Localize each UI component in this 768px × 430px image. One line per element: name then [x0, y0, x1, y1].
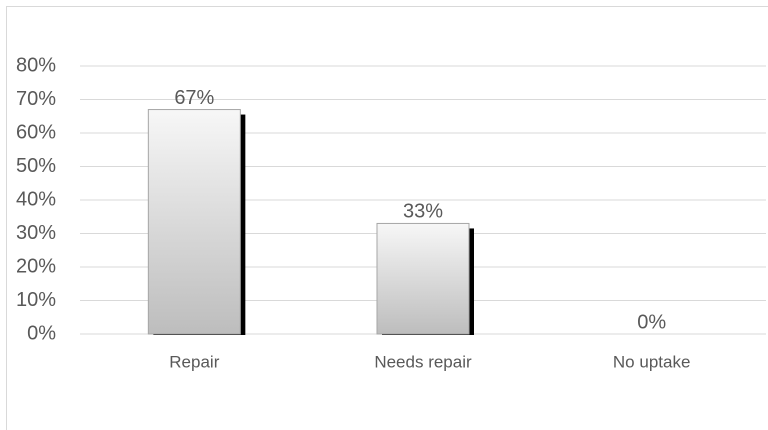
- y-tick-label: 20%: [16, 255, 56, 277]
- bar: [147, 109, 241, 335]
- x-tick-label: Needs repair: [374, 352, 472, 371]
- y-tick-label: 0%: [27, 322, 56, 344]
- chart-frame: [6, 6, 768, 430]
- data-label: 0%: [637, 311, 666, 333]
- y-tick-label: 70%: [16, 88, 56, 110]
- data-label: 67%: [174, 87, 214, 109]
- y-tick-label: 80%: [16, 54, 56, 76]
- y-tick-label: 60%: [16, 121, 56, 143]
- x-tick-label: No uptake: [613, 352, 691, 371]
- y-tick-label: 10%: [16, 289, 56, 311]
- y-tick-label: 40%: [16, 188, 56, 210]
- y-tick-label: 50%: [16, 155, 56, 177]
- data-label: 33%: [403, 201, 443, 223]
- bar: [376, 222, 470, 335]
- y-tick-label: 30%: [16, 222, 56, 244]
- x-tick-label: Repair: [169, 352, 219, 371]
